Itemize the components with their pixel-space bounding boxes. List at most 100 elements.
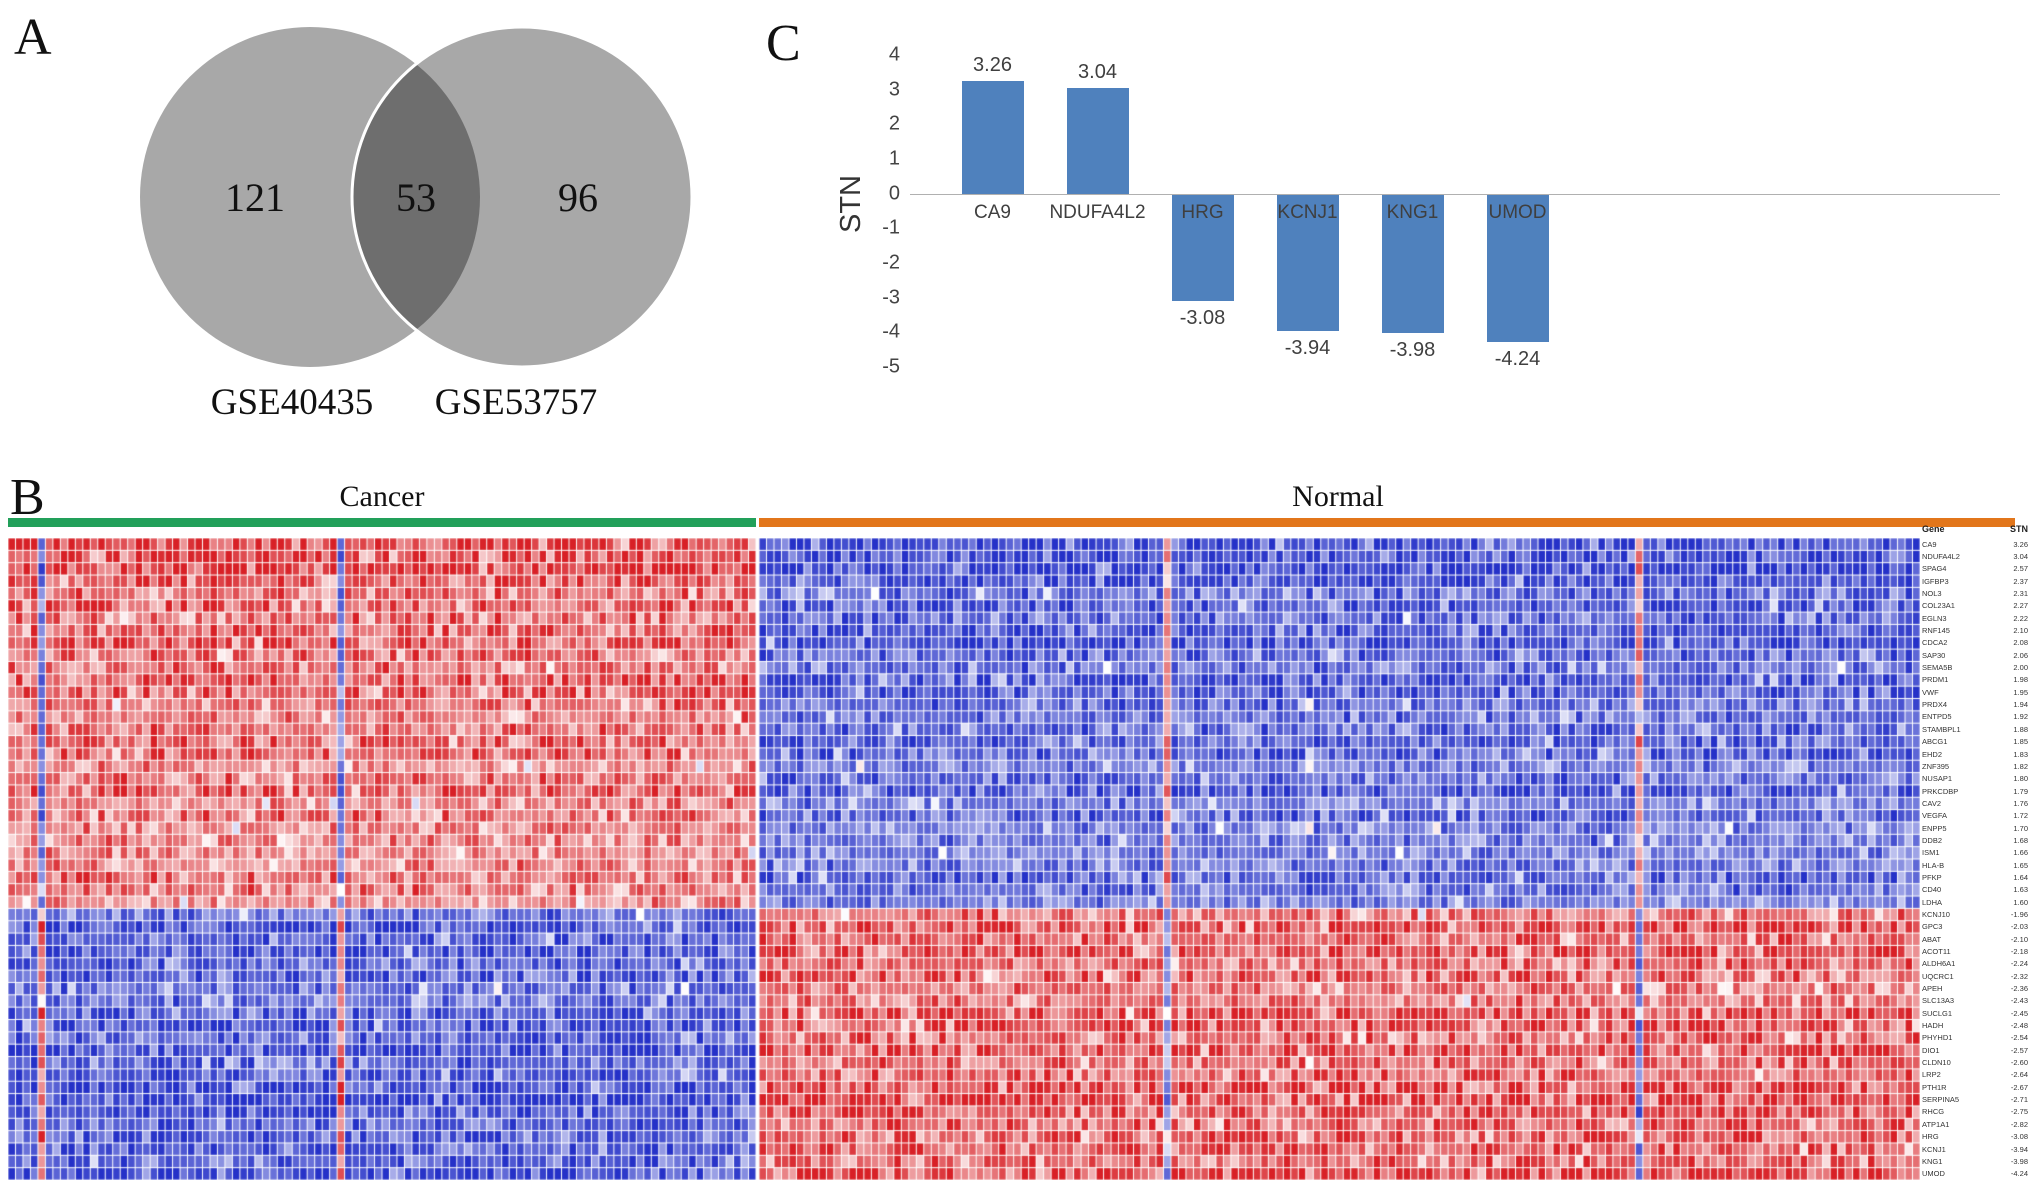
gene-name: CLDN10 bbox=[1922, 1058, 1951, 1068]
gene-stn-value: 1.80 bbox=[2013, 774, 2028, 784]
gene-name: PRDX4 bbox=[1922, 700, 1948, 710]
panel-a-label: A bbox=[14, 9, 52, 66]
gene-row: CAV2 1.76 bbox=[1922, 797, 2028, 809]
category-label-kng1: KNG1 bbox=[1386, 201, 1439, 223]
normal-color-bar bbox=[759, 518, 2015, 527]
normal-group-label: Normal bbox=[1292, 480, 1384, 513]
gene-name: LDHA bbox=[1922, 897, 1943, 907]
gene-stn-value: 1.65 bbox=[2013, 860, 2028, 870]
stn-header-label: STN bbox=[2010, 524, 2028, 534]
gene-row: ALDH6A1 -2.24 bbox=[1922, 958, 2028, 970]
gene-row: PRDM1 1.98 bbox=[1922, 674, 2028, 686]
gene-name: STAMBPL1 bbox=[1922, 724, 1961, 734]
gene-name: CD40 bbox=[1922, 885, 1942, 895]
gene-stn-value: 1.66 bbox=[2013, 848, 2028, 858]
gene-stn-value: -2.32 bbox=[2010, 971, 2028, 981]
gene-name: CDCA2 bbox=[1922, 638, 1948, 648]
gene-row: ENTPD5 1.92 bbox=[1922, 711, 2028, 723]
venn-intersection-count: 53 bbox=[396, 175, 436, 220]
gene-stn-value: 1.82 bbox=[2013, 761, 2028, 771]
gene-name: PTH1R bbox=[1922, 1082, 1947, 1092]
gene-stn-value: -3.94 bbox=[2010, 1144, 2028, 1154]
panel-c: C STN 4 3 2 1 0 -1 -2 -3 -4 -5 3.26 CA9 3.04 NDUFA4L… bbox=[760, 10, 2025, 460]
gene-name: ISM1 bbox=[1922, 848, 1940, 858]
gene-stn-value: 1.94 bbox=[2013, 700, 2028, 710]
bar-umod bbox=[1486, 194, 1549, 342]
gene-stn-value: 1.70 bbox=[2013, 823, 2028, 833]
gene-stn-value: -4.24 bbox=[2010, 1169, 2028, 1179]
gene-row: VEGFA 1.72 bbox=[1922, 810, 2028, 822]
gene-stn-value: -2.45 bbox=[2010, 1008, 2028, 1018]
gene-row: CD40 1.63 bbox=[1922, 884, 2028, 896]
gene-name: LRP2 bbox=[1922, 1070, 1941, 1080]
gene-header-label: Gene bbox=[1922, 524, 1945, 534]
gene-stn-value: -2.54 bbox=[2010, 1033, 2028, 1043]
bar-value-label: 3.26 bbox=[973, 53, 1012, 76]
gene-row: SAP30 2.06 bbox=[1922, 649, 2028, 661]
gene-name: SPAG4 bbox=[1922, 564, 1947, 574]
gene-name: NUSAP1 bbox=[1922, 774, 1953, 784]
gene-row: ABAT -2.10 bbox=[1922, 933, 2028, 945]
gene-stn-value: 1.63 bbox=[2013, 885, 2028, 895]
gene-label-list: CA9 3.26 NDUFA4L2 3.04 SPAG4 2.57 IGFBP3 2.37 NO… bbox=[1922, 538, 2028, 1180]
gene-stn-value: 3.26 bbox=[2013, 539, 2028, 549]
category-label-ca9: CA9 bbox=[974, 201, 1011, 223]
bar-ca9 bbox=[961, 80, 1024, 194]
gene-stn-value: -2.36 bbox=[2010, 984, 2028, 994]
gene-name: KCNJ1 bbox=[1922, 1144, 1946, 1154]
gene-stn-value: 2.37 bbox=[2013, 576, 2028, 586]
gene-row: IGFBP3 2.37 bbox=[1922, 575, 2028, 587]
bar-value-label: -3.98 bbox=[1389, 338, 1436, 361]
gene-stn-value: -2.75 bbox=[2010, 1107, 2028, 1117]
gene-row: RNF145 2.10 bbox=[1922, 624, 2028, 636]
gene-name: DIO1 bbox=[1922, 1045, 1940, 1055]
gene-name: VEGFA bbox=[1922, 811, 1948, 821]
gene-name: NDUFA4L2 bbox=[1922, 552, 1960, 562]
gene-name: ABCG1 bbox=[1922, 737, 1948, 747]
gene-stn-value: 1.85 bbox=[2013, 737, 2028, 747]
gene-stn-value: 2.10 bbox=[2013, 626, 2028, 636]
gene-stn-value: -2.48 bbox=[2010, 1021, 2028, 1031]
gene-row: HLA-B 1.65 bbox=[1922, 859, 2028, 871]
category-label-ndufa4l2: NDUFA4L2 bbox=[1049, 201, 1146, 223]
gene-name: ABAT bbox=[1922, 934, 1942, 944]
gene-name: PHYHD1 bbox=[1922, 1033, 1953, 1043]
gene-column-header: Gene STN bbox=[1922, 524, 2028, 534]
gene-row: ACOT11 -2.18 bbox=[1922, 945, 2028, 957]
gene-row: VWF 1.95 bbox=[1922, 686, 2028, 698]
gene-row: ENPP5 1.70 bbox=[1922, 822, 2028, 834]
gene-row: SPAG4 2.57 bbox=[1922, 563, 2028, 575]
gene-stn-value: -2.60 bbox=[2010, 1058, 2028, 1068]
gene-stn-value: 1.60 bbox=[2013, 897, 2028, 907]
gene-row: NDUFA4L2 3.04 bbox=[1922, 550, 2028, 562]
gene-stn-value: 2.08 bbox=[2013, 638, 2028, 648]
gene-name: APEH bbox=[1922, 984, 1943, 994]
gene-name: SAP30 bbox=[1922, 650, 1946, 660]
gene-name: HLA-B bbox=[1922, 860, 1945, 870]
gene-name: SUCLG1 bbox=[1922, 1008, 1953, 1018]
gene-stn-value: 1.64 bbox=[2013, 872, 2028, 882]
gene-stn-value: -2.67 bbox=[2010, 1082, 2028, 1092]
panel-c-label: C bbox=[766, 15, 801, 72]
venn-right-circle bbox=[350, 25, 694, 369]
gene-stn-value: 1.83 bbox=[2013, 749, 2028, 759]
gene-stn-value: 2.31 bbox=[2013, 589, 2028, 599]
bar-value-label: -3.94 bbox=[1284, 337, 1331, 360]
gene-name: ENTPD5 bbox=[1922, 712, 1952, 722]
gene-row: UMOD -4.24 bbox=[1922, 1168, 2028, 1180]
gene-stn-value: 1.88 bbox=[2013, 724, 2028, 734]
gene-row: NUSAP1 1.80 bbox=[1922, 773, 2028, 785]
gene-row: DIO1 -2.57 bbox=[1922, 1044, 2028, 1056]
gene-row: UQCRC1 -2.32 bbox=[1922, 970, 2028, 982]
gene-stn-value: 2.22 bbox=[2013, 613, 2028, 623]
cancer-group-label: Cancer bbox=[339, 480, 425, 513]
gene-stn-value: 1.76 bbox=[2013, 798, 2028, 808]
gene-name: ZNF395 bbox=[1922, 761, 1950, 771]
gene-name: RHCG bbox=[1922, 1107, 1945, 1117]
gene-stn-value: 1.72 bbox=[2013, 811, 2028, 821]
gene-row: STAMBPL1 1.88 bbox=[1922, 723, 2028, 735]
gene-row: COL23A1 2.27 bbox=[1922, 600, 2028, 612]
gene-row: GPC3 -2.03 bbox=[1922, 921, 2028, 933]
gene-name: SERPINA5 bbox=[1922, 1095, 1960, 1105]
